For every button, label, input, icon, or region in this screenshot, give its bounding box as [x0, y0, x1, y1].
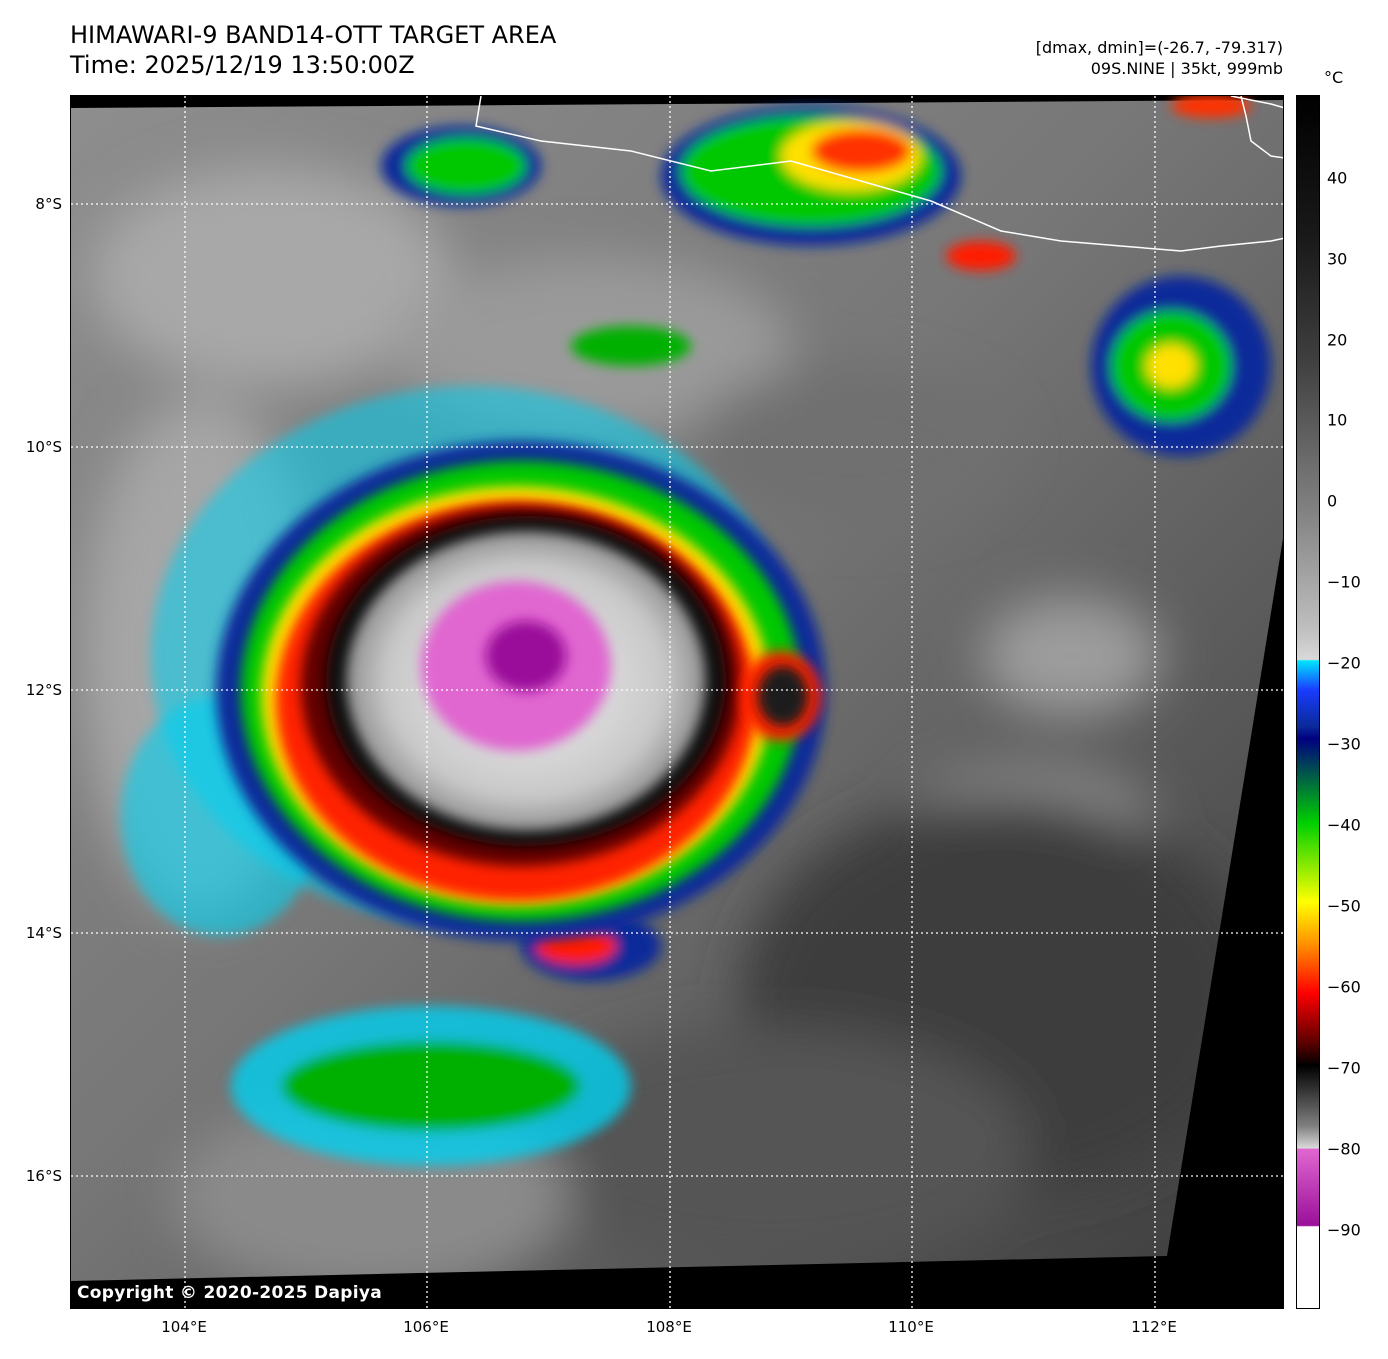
- colorbar-tick-20: 20: [1327, 330, 1348, 350]
- bottom-no-data-strip: [71, 1256, 1167, 1308]
- colorbar-tick-10: 10: [1327, 410, 1348, 430]
- lon-label-112e: 112°E: [1131, 1318, 1177, 1336]
- colorbar-tick-40: 40: [1327, 168, 1348, 188]
- copyright-notice: Copyright © 2020-2025 Dapiya: [77, 1283, 382, 1303]
- colorbar: [1296, 95, 1320, 1309]
- lat-label-16s: 16°S: [25, 1167, 62, 1185]
- colorbar-tick-minus10: −10: [1327, 572, 1361, 592]
- colorbar-tick-30: 30: [1327, 249, 1348, 269]
- lon-label-110e: 110°E: [888, 1318, 934, 1336]
- lon-label-104e: 104°E: [161, 1318, 207, 1336]
- lon-label-108e: 108°E: [646, 1318, 692, 1336]
- dmax-dmin-readout: [dmax, dmin]=(-26.7, -79.317): [1035, 38, 1283, 57]
- chart-title: HIMAWARI-9 BAND14-OTT TARGET AREA Time: …: [70, 20, 556, 80]
- northern-convection: [381, 96, 1271, 456]
- tropical-cyclone: [216, 441, 826, 941]
- no-data-region: [1167, 538, 1283, 1308]
- coastline-java: [475, 96, 1283, 252]
- storm-info: [dmax, dmin]=(-26.7, -79.317) 09S.NINE |…: [1036, 37, 1283, 79]
- lat-label-10s: 10°S: [25, 438, 62, 456]
- lat-label-12s: 12°S: [25, 681, 62, 699]
- colorbar-tick-minus90: −90: [1327, 1220, 1361, 1240]
- lon-label-106e: 106°E: [403, 1318, 449, 1336]
- colorbar-tick-minus50: −50: [1327, 896, 1361, 916]
- cloud-texture: [81, 166, 1261, 1296]
- lat-label-8s: 8°S: [35, 195, 62, 213]
- satellite-map[interactable]: Copyright © 2020-2025 Dapiya: [70, 95, 1284, 1309]
- colorbar-tick-minus70: −70: [1327, 1058, 1361, 1078]
- gridlines: [71, 96, 1283, 1308]
- colorbar-tick-minus40: −40: [1327, 815, 1361, 835]
- top-no-data-strip: [71, 96, 1283, 108]
- colorbar-unit: °C: [1324, 68, 1344, 87]
- title-line-2: Time: 2025/12/19 13:50:00Z: [70, 51, 415, 79]
- storm-intensity-readout: 09S.NINE | 35kt, 999mb: [1090, 59, 1283, 78]
- lat-label-14s: 14°S: [25, 924, 62, 942]
- title-line-1: HIMAWARI-9 BAND14-OTT TARGET AREA: [70, 21, 557, 49]
- colorbar-tick-minus20: −20: [1327, 653, 1361, 673]
- satellite-imagery: [71, 96, 1283, 1308]
- colorbar-tick-minus30: −30: [1327, 734, 1361, 754]
- coastline-east: [1240, 96, 1283, 159]
- colorbar-tick-minus60: −60: [1327, 977, 1361, 997]
- coastline-northeast: [1230, 96, 1283, 109]
- colorbar-tick-0: 0: [1327, 491, 1338, 511]
- colorbar-tick-minus80: −80: [1327, 1139, 1361, 1159]
